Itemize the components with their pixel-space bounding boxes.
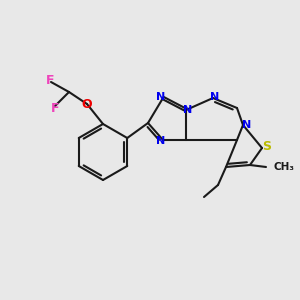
Text: N: N (156, 136, 166, 146)
Text: CH₃: CH₃ (273, 162, 294, 172)
Text: O: O (82, 98, 92, 110)
Text: F: F (46, 74, 54, 86)
Text: N: N (156, 92, 166, 102)
Text: N: N (183, 105, 193, 115)
Text: S: S (262, 140, 272, 154)
Text: N: N (242, 120, 252, 130)
Text: N: N (210, 92, 220, 102)
Text: F: F (51, 103, 59, 116)
